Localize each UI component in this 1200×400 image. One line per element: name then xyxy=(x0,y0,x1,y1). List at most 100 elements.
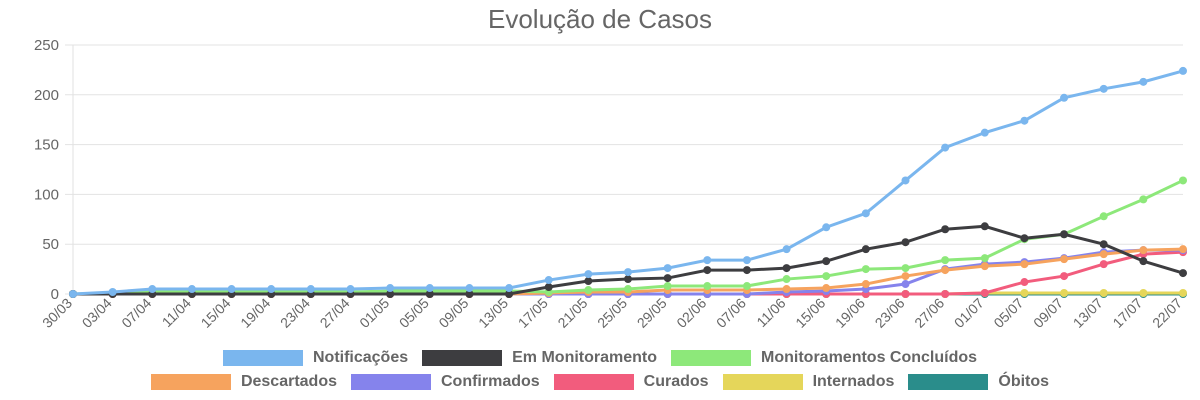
data-point xyxy=(386,284,395,293)
data-point xyxy=(703,266,712,275)
x-tick-label: 22/07 xyxy=(1149,295,1185,331)
data-point xyxy=(1179,245,1187,254)
data-point xyxy=(941,290,950,298)
data-point xyxy=(1060,230,1069,239)
x-tick-label: 17/05 xyxy=(515,295,551,331)
data-point xyxy=(742,266,751,275)
data-point xyxy=(1020,116,1029,125)
data-point xyxy=(782,285,791,294)
legend-swatch xyxy=(671,350,752,366)
legend-item[interactable]: Internados xyxy=(722,373,894,391)
data-point xyxy=(822,257,831,266)
legend-item[interactable]: Descartados xyxy=(150,373,337,391)
data-point xyxy=(425,284,434,293)
data-point xyxy=(1099,240,1108,249)
x-tick-label: 11/04 xyxy=(159,295,195,331)
data-point xyxy=(941,266,950,275)
data-point xyxy=(980,289,989,298)
y-tick-label: 100 xyxy=(34,186,59,203)
data-point xyxy=(544,283,553,292)
x-tick-label: 17/07 xyxy=(1109,295,1145,331)
legend-item[interactable]: Curados xyxy=(553,373,709,391)
legend-item[interactable]: Monitoramentos Concluídos xyxy=(671,349,977,367)
legend-label: Confirmados xyxy=(441,373,540,390)
x-tick-label: 30/03 xyxy=(39,295,75,331)
legend-row-1: Notificações Em Monitoramento Monitorament… xyxy=(0,349,1200,367)
series-line xyxy=(72,69,1184,296)
data-point xyxy=(1099,250,1108,259)
x-tick-label: 07/06 xyxy=(713,295,749,331)
x-tick-label: 09/05 xyxy=(435,295,471,331)
data-point xyxy=(1139,77,1148,86)
data-point xyxy=(941,256,950,265)
legend-swatch xyxy=(222,350,303,366)
data-point xyxy=(861,280,870,289)
data-point xyxy=(1060,289,1069,298)
legend-swatch xyxy=(351,374,431,390)
data-point xyxy=(465,284,474,293)
legend-item[interactable]: Óbitos xyxy=(908,373,1049,391)
x-tick-label: 19/06 xyxy=(832,295,868,331)
data-point xyxy=(703,256,712,265)
data-point xyxy=(465,290,474,298)
legend-row-2: Descartados Confirmados Curados Internados Ó… xyxy=(0,373,1200,391)
data-point xyxy=(901,238,910,247)
x-tick-label: 13/05 xyxy=(475,295,511,331)
data-point xyxy=(1139,195,1148,204)
data-point xyxy=(941,225,950,234)
data-point xyxy=(1060,93,1069,102)
data-point xyxy=(1020,234,1029,243)
data-point xyxy=(901,280,910,289)
x-tick-label: 05/07 xyxy=(990,295,1026,331)
data-point xyxy=(861,265,870,274)
x-tick-label: 13/07 xyxy=(1070,295,1106,331)
legend-label: Notificações xyxy=(312,349,409,366)
data-point xyxy=(782,264,791,273)
data-point xyxy=(544,276,553,285)
data-point xyxy=(822,223,831,232)
data-point xyxy=(1099,289,1108,298)
data-point xyxy=(980,128,989,137)
x-tick-label: 02/06 xyxy=(673,295,709,331)
x-tick-label: 25/05 xyxy=(594,295,630,331)
data-point xyxy=(1020,260,1029,269)
data-point xyxy=(624,275,632,284)
data-point xyxy=(901,176,910,185)
legend-swatch xyxy=(553,374,634,390)
y-tick-label: 250 xyxy=(34,37,59,54)
data-point xyxy=(1099,260,1108,269)
legend-label: Óbitos xyxy=(998,373,1050,390)
data-point xyxy=(980,254,989,263)
y-tick-label: 0 xyxy=(51,286,59,303)
legend-item[interactable]: Notificações xyxy=(222,349,409,367)
x-tick-label: 19/04 xyxy=(237,295,273,331)
data-point xyxy=(822,284,831,293)
data-point xyxy=(822,272,831,281)
legend-swatch xyxy=(150,374,231,390)
data-point xyxy=(227,285,236,294)
data-point xyxy=(1179,269,1187,278)
x-tick-label: 23/06 xyxy=(872,295,908,331)
data-point xyxy=(148,285,157,294)
legend-item[interactable]: Em Monitoramento xyxy=(422,349,657,367)
data-point xyxy=(980,222,989,231)
data-point xyxy=(663,282,672,291)
x-tick-label: 27/04 xyxy=(317,295,353,331)
data-point xyxy=(505,290,514,298)
data-point xyxy=(108,288,117,297)
data-point xyxy=(306,285,315,294)
data-point xyxy=(901,290,910,298)
legend-swatch xyxy=(908,374,989,390)
chart-title: Evolução de Casos xyxy=(487,4,713,34)
legend-swatch xyxy=(722,374,803,390)
data-point xyxy=(663,274,672,283)
data-point xyxy=(1179,66,1187,75)
y-tick-label: 50 xyxy=(42,236,59,253)
data-point xyxy=(267,285,276,294)
legend-label: Curados xyxy=(643,373,709,390)
data-point xyxy=(742,282,751,291)
x-tick-label: 01/07 xyxy=(951,295,987,331)
data-point xyxy=(584,286,593,295)
legend-item[interactable]: Confirmados xyxy=(351,373,540,391)
x-tick-label: 15/04 xyxy=(198,295,234,331)
